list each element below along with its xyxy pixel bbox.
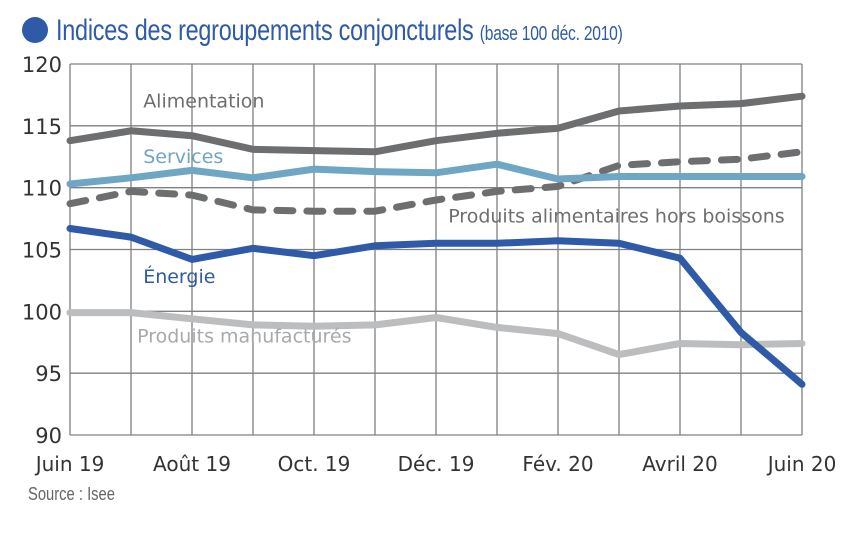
series-line-services: [66, 160, 806, 188]
chart-subtitle: (base 100 déc. 2010): [479, 23, 623, 45]
y-tick-label: 115: [22, 115, 62, 139]
chart-title-row: Indices des regroupements conjoncturels …: [22, 14, 782, 54]
series-lines: [66, 92, 806, 388]
series-line-produits-alimentaires-hors-boissons: [66, 148, 806, 215]
series-label: Énergie: [143, 265, 215, 288]
x-axis-ticks: Juin 19 Août 19 Oct. 19 Déc. 19 Fév. 20 Avril…: [34, 452, 837, 476]
series-line-produits-manufactures: [66, 309, 806, 359]
chart-title-main: Indices des regroupements conjoncturels: [56, 14, 474, 47]
y-tick-label: 100: [22, 300, 62, 324]
series-label: Produits manufacturés: [137, 325, 351, 347]
x-tick-label: Déc. 19: [398, 452, 475, 476]
series-label: Alimentation: [143, 90, 264, 112]
series-label: Produits alimentaires hors boissons: [448, 205, 785, 227]
x-tick-label: Avril 20: [642, 452, 718, 476]
series-label: Services: [143, 146, 223, 168]
y-tick-label: 120: [22, 53, 62, 77]
source-note: Source : Isee: [28, 484, 115, 504]
grid-lines: [69, 63, 803, 436]
y-tick-label: 105: [22, 239, 62, 263]
x-tick-label: Juin 20: [766, 452, 837, 476]
x-tick-label: Fév. 20: [522, 452, 593, 476]
y-tick-label: 90: [35, 424, 62, 448]
chart-title: Indices des regroupements conjoncturels …: [56, 14, 782, 48]
y-tick-label: 110: [22, 177, 62, 201]
series-line-alimentation: [66, 92, 806, 156]
y-axis-ticks: 90 95 100 105 110 115 120: [22, 53, 62, 448]
x-tick-label: Juin 19: [34, 452, 105, 476]
x-tick-label: Août 19: [153, 452, 231, 476]
series-labels: Alimentation Services Produits alimentaire…: [137, 90, 785, 347]
series-line-energie: [66, 225, 806, 388]
title-bullet-icon: [22, 17, 48, 43]
x-tick-label: Oct. 19: [278, 452, 351, 476]
y-tick-label: 95: [35, 362, 62, 386]
